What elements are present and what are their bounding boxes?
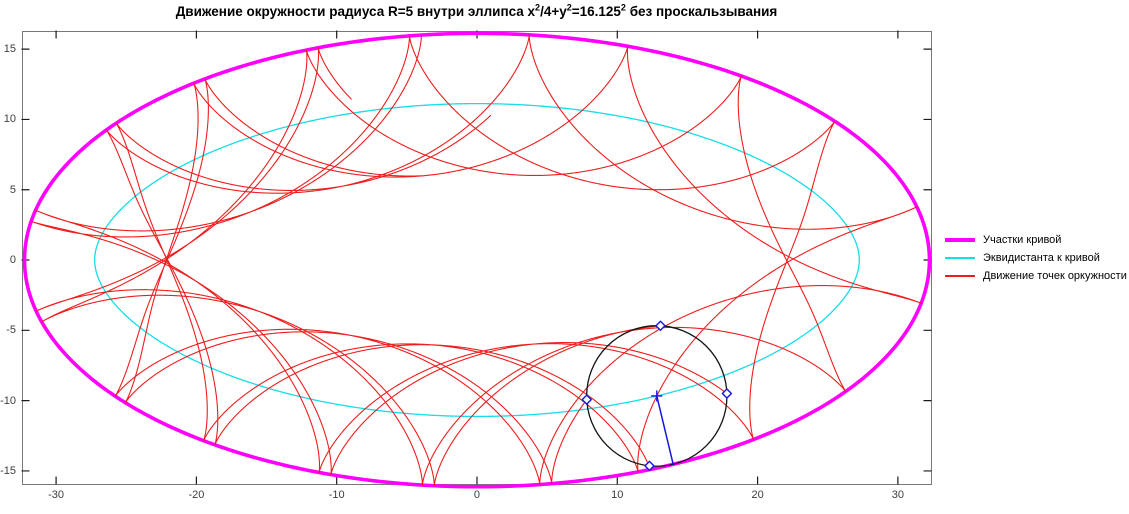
legend-item-label: Участки кривой: [983, 234, 1062, 246]
legend-item-label: Движение точек оркужности: [983, 270, 1127, 282]
y-tick-label: 10: [3, 113, 16, 126]
y-tick-label: -10: [0, 394, 16, 407]
x-tick-label: -30: [48, 489, 65, 501]
legend-item-curve-sections: Участки кривой: [945, 231, 1127, 249]
x-tick-label: 10: [611, 489, 624, 501]
x-tick-label: -20: [188, 489, 205, 501]
x-tick-label: 30: [891, 489, 904, 501]
legend-line-magenta: [945, 238, 975, 242]
y-tick-label: -15: [0, 464, 16, 477]
y-tick-label: 5: [9, 183, 16, 196]
legend: Участки кривой Эквидистанта к кривой Дви…: [945, 231, 1127, 285]
x-tick-label: -10: [328, 489, 345, 501]
y-tick-label: 0: [9, 254, 16, 267]
legend-item-point-traces: Движение точек оркужности: [945, 267, 1127, 285]
y-tick-label: -5: [6, 324, 16, 337]
x-tick-label: 0: [473, 489, 481, 501]
legend-line-cyan: [945, 257, 975, 259]
y-tick-label: 15: [3, 43, 16, 56]
legend-item-label: Эквидистанта к кривой: [983, 252, 1100, 264]
x-tick-label: 20: [751, 489, 764, 501]
legend-line-red: [945, 275, 975, 277]
legend-item-equidistant: Эквидистанта к кривой: [945, 249, 1127, 267]
